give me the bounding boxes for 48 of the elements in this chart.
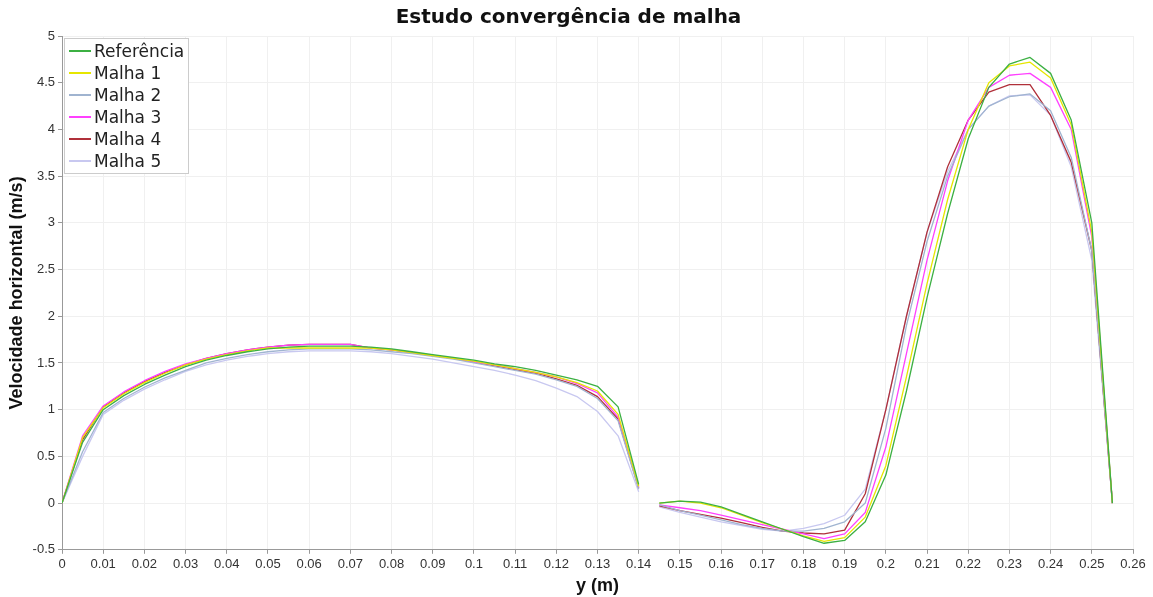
y-tick-label: 2.5 bbox=[36, 261, 55, 277]
legend-label: Malha 1 bbox=[94, 62, 162, 84]
x-tick-label: 0.2 bbox=[876, 556, 895, 572]
x-tick-label: 0.01 bbox=[90, 556, 116, 572]
x-axis-title: y (m) bbox=[575, 575, 620, 596]
y-tick-label: 1 bbox=[47, 401, 55, 417]
x-tick-label: 0.21 bbox=[914, 556, 940, 572]
y-tick-label: -0.5 bbox=[32, 541, 55, 557]
x-tick-label: 0.18 bbox=[790, 556, 817, 572]
x-tick-label: 0.17 bbox=[749, 556, 775, 572]
x-tick-label: 0.14 bbox=[626, 556, 652, 572]
x-tick-label: 0.15 bbox=[667, 556, 693, 572]
x-tick-label: 0.23 bbox=[996, 556, 1023, 572]
x-tick-label: 0 bbox=[58, 556, 66, 572]
x-tick-label: 0.07 bbox=[337, 556, 363, 572]
y-tick-label: 2 bbox=[47, 307, 55, 323]
y-tick-label: 0.5 bbox=[36, 447, 55, 463]
x-tick-label: 0.03 bbox=[172, 556, 199, 572]
x-tick-label: 0.25 bbox=[1079, 556, 1105, 572]
y-tick-label: 4 bbox=[47, 121, 55, 136]
x-tick-label: 0.08 bbox=[378, 556, 405, 572]
legend-label: Malha 3 bbox=[94, 106, 162, 128]
y-tick-label: 1.5 bbox=[36, 354, 55, 370]
x-tick-label: 0.04 bbox=[214, 556, 240, 572]
x-tick-label: 0.02 bbox=[131, 556, 158, 572]
legend-label: Referência bbox=[94, 40, 185, 62]
y-tick-label: 0 bbox=[47, 494, 55, 510]
x-tick-label: 0.19 bbox=[832, 556, 858, 572]
x-tick-label: 0.05 bbox=[255, 556, 281, 572]
x-tick-label: 0.1 bbox=[464, 556, 483, 572]
legend-label: Malha 2 bbox=[94, 84, 162, 106]
x-tick-label: 0.09 bbox=[420, 556, 446, 572]
x-tick-label: 0.24 bbox=[1037, 556, 1064, 572]
chart-title: Estudo convergência de malha bbox=[395, 4, 742, 29]
y-tick-label: 3.5 bbox=[36, 167, 55, 183]
x-tick-label: 0.11 bbox=[502, 556, 528, 572]
y-tick-label: 3 bbox=[47, 214, 55, 230]
x-tick-label: 0.06 bbox=[296, 556, 322, 572]
x-tick-label: 0.12 bbox=[543, 556, 569, 572]
x-tick-label: 0.22 bbox=[955, 556, 981, 572]
y-tick-label: 5 bbox=[47, 27, 55, 43]
x-tick-label: 0.26 bbox=[1120, 556, 1146, 572]
legend-label: Malha 5 bbox=[94, 150, 162, 172]
x-tick-label: 0.13 bbox=[584, 556, 611, 572]
x-tick-label: 0.16 bbox=[708, 556, 734, 572]
y-tick-label: 4.5 bbox=[36, 74, 55, 90]
legend-label: Malha 4 bbox=[94, 128, 162, 150]
y-axis-title: Velocidade horizontal (m/s) bbox=[5, 176, 26, 410]
